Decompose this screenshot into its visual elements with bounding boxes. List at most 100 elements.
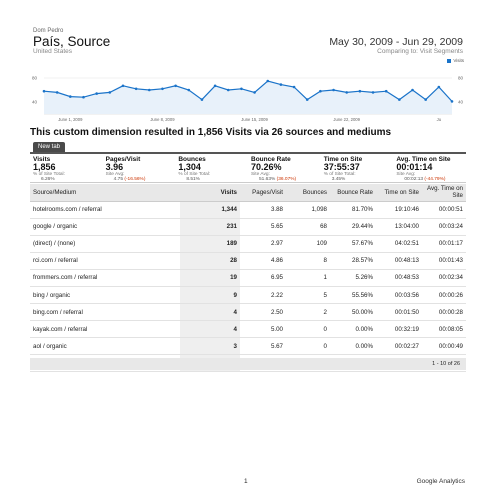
x-tick-label: June 22, 2009 xyxy=(333,117,360,122)
cell-bounces: 68 xyxy=(286,218,330,236)
data-point xyxy=(371,91,375,94)
data-point xyxy=(424,98,427,101)
metric-label: Avg. Time on Site xyxy=(396,156,451,163)
cell-bounce-rate: 5.26% xyxy=(330,269,376,287)
metric-label: Pages/Visit xyxy=(105,156,141,163)
table-row: rci.com / referral 28 4.86 8 28.57% 00:48:13 0… xyxy=(30,252,466,270)
metric-label: Visits xyxy=(33,156,51,163)
pagination-label: 1 - 10 of 26 xyxy=(30,358,466,370)
metric-time-on-site: Time on Site 37:55:37 % of Site Total: 3… xyxy=(321,154,394,182)
data-point xyxy=(411,88,414,92)
metric-note-value: 00:02:13 (-44.79%) xyxy=(396,177,463,182)
data-point xyxy=(266,79,270,83)
cell-source[interactable]: hotelrooms.com / referral xyxy=(30,201,180,219)
change-negative: (-16.56%) xyxy=(124,177,146,183)
data-point xyxy=(279,83,283,86)
metric-value: 37:55:37 xyxy=(323,162,360,172)
data-point xyxy=(226,88,230,92)
column-pages-visit[interactable]: Pages/Visit xyxy=(240,184,286,202)
metric-note-value: 8.51% xyxy=(186,177,200,183)
x-tick-label: Ju xyxy=(437,117,442,122)
metric-label: Bounce Rate xyxy=(251,156,291,163)
metric-bounce-rate: Bounce Rate 70.26% Site Avg: 51.63% (36.… xyxy=(248,154,321,182)
metric-note-value: 4.75 (-16.56%) xyxy=(106,177,173,182)
data-point xyxy=(82,95,85,99)
metric-value: 1,856 xyxy=(33,162,56,172)
cell-avg-time-on-site: 00:02:34 xyxy=(422,269,466,287)
footer-brand: Google Analytics xyxy=(416,478,465,485)
tab-new[interactable]: New tab xyxy=(33,142,66,152)
column-avg-time-on-site[interactable]: Avg. Time on Site xyxy=(422,184,466,202)
cell-visits: 3 xyxy=(180,337,240,356)
cell-source[interactable]: rci.com / referral xyxy=(30,252,180,270)
table-body: hotelrooms.com / referral 1,344 3.88 1,098 8… xyxy=(30,201,466,373)
report-headline: This custom dimension resulted in 1,856 … xyxy=(30,127,392,138)
cell-time-on-site: 00:48:13 xyxy=(376,252,422,270)
metric-value: 1,304 xyxy=(178,162,201,172)
cell-visits: 9 xyxy=(180,286,240,305)
cell-visits: 4 xyxy=(180,303,240,322)
report-subtitle: United States xyxy=(33,48,73,55)
cell-time-on-site: 04:02:51 xyxy=(376,235,422,253)
cell-avg-time-on-site: 00:03:24 xyxy=(422,218,466,236)
cell-visits: 1,344 xyxy=(180,201,240,219)
data-point xyxy=(108,91,112,94)
site-avg: 51.63% xyxy=(259,177,276,183)
metric-note-value: 6.26% xyxy=(41,177,55,183)
date-range: May 30, 2009 - Jun 29, 2009 xyxy=(329,36,463,48)
cell-bounce-rate: 57.67% xyxy=(330,235,376,253)
y-tick-label-right: 80 xyxy=(458,76,464,81)
metric-avg-time-on-site: Avg. Time on Site 00:01:14 Site Avg: 00:… xyxy=(393,154,466,182)
cell-bounces: 0 xyxy=(286,337,330,356)
account-name: Dom Pedro xyxy=(33,28,64,34)
data-point xyxy=(42,89,46,93)
y-tick-label-right: 40 xyxy=(458,100,464,105)
cell-bounces: 8 xyxy=(286,252,330,270)
data-point xyxy=(240,87,243,91)
cell-bounce-rate: 29.44% xyxy=(330,218,376,236)
metric-note-value: 51.63% (36.07%) xyxy=(251,177,318,182)
cell-avg-time-on-site: 00:01:17 xyxy=(422,235,466,253)
cell-avg-time-on-site: 00:08:05 xyxy=(422,320,466,339)
column-bounces[interactable]: Bounces xyxy=(286,184,330,202)
cell-bounces: 2 xyxy=(286,303,330,322)
data-point xyxy=(292,85,296,89)
data-point xyxy=(305,98,309,101)
cell-time-on-site: 00:48:53 xyxy=(376,269,422,287)
cell-pages-visit: 2.50 xyxy=(240,303,286,322)
cell-source[interactable]: aol / organic xyxy=(30,337,180,356)
data-point xyxy=(345,91,349,94)
cell-pages-visit: 2.22 xyxy=(240,286,286,305)
table-row: kayak.com / referral 4 5.00 0 0.00% 00:32:19 0… xyxy=(30,320,466,339)
column-time-on-site[interactable]: Time on Site xyxy=(376,184,422,202)
metric-visits: Visits 1,856 % of Site Total: 6.26% xyxy=(30,154,103,182)
cell-source[interactable]: kayak.com / referral xyxy=(30,320,180,339)
cell-bounces: 5 xyxy=(286,286,330,305)
cell-pages-visit: 3.88 xyxy=(240,201,286,219)
metric-pages-visit: Pages/Visit 3.96 Site Avg: 4.75 (-16.56%… xyxy=(103,154,176,182)
cell-time-on-site: 13:04:00 xyxy=(376,218,422,236)
column-bounce-rate[interactable]: Bounce Rate xyxy=(330,184,376,202)
chart-legend: Visits xyxy=(447,58,464,63)
table-row: frommers.com / referral 19 6.95 1 5.26% 00:48… xyxy=(30,269,466,287)
cell-source[interactable]: frommers.com / referral xyxy=(30,269,180,287)
cell-source[interactable]: (direct) / (none) xyxy=(30,235,180,253)
x-tick-label: June 8, 2009 xyxy=(150,117,175,122)
cell-bounces: 1,098 xyxy=(286,201,330,219)
metric-value: 3.96 xyxy=(105,162,124,172)
y-tick-label: 80 xyxy=(32,76,38,81)
metric-label: Time on Site xyxy=(323,156,363,163)
metric-note-value: 3.45% xyxy=(331,177,346,183)
cell-source[interactable]: bing / organic xyxy=(30,286,180,305)
cell-visits: 4 xyxy=(180,320,240,339)
data-point xyxy=(147,88,151,92)
cell-bounces: 109 xyxy=(286,235,330,253)
cell-avg-time-on-site: 00:00:49 xyxy=(422,337,466,356)
cell-pages-visit: 2.97 xyxy=(240,235,286,253)
source-medium-table: Source/Medium Visits Pages/Visit Bounces… xyxy=(30,184,466,373)
column-visits[interactable]: Visits xyxy=(180,184,240,202)
cell-source[interactable]: google / organic xyxy=(30,218,180,236)
cell-source[interactable]: bing.com / referral xyxy=(30,303,180,322)
column-source-medium[interactable]: Source/Medium xyxy=(30,184,180,202)
data-point xyxy=(95,92,98,95)
